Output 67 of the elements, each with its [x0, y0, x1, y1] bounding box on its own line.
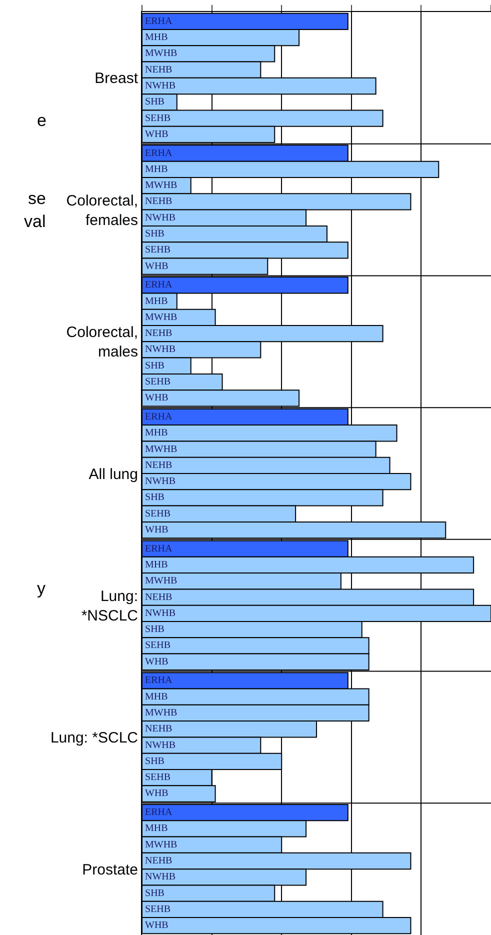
text: WHB [145, 260, 168, 272]
text: NEHB [145, 460, 172, 471]
text: NWHB [145, 740, 176, 751]
text: ERHA [145, 411, 172, 422]
y-tick-label: Breast [94, 70, 139, 88]
text: SHB [145, 96, 164, 108]
text: MHB [145, 296, 168, 307]
y-tick-label: Colorectal, males [66, 324, 138, 361]
text: MWHB [145, 839, 178, 850]
text: SHB [145, 756, 164, 767]
text: NEHB [145, 196, 172, 208]
series-label: SEHB [145, 640, 171, 652]
text: NEHB [145, 592, 172, 603]
series-label: NEHB [145, 328, 173, 340]
text: NWHB [145, 212, 176, 224]
series-label: WHB [145, 524, 169, 536]
series-label: NWHB [145, 608, 176, 619]
text: SHB [145, 492, 164, 504]
text: MWHB [145, 576, 178, 587]
text: MHB [145, 691, 168, 702]
text: SEHB [145, 772, 171, 784]
y-tick-label: All lung [88, 466, 138, 483]
series-label: ERHA [145, 543, 173, 554]
text: NWHB [145, 476, 176, 488]
text: WHB [145, 392, 168, 404]
series-label: MWHB [145, 707, 178, 718]
series-label: MHB [145, 559, 168, 570]
text: SEHB [145, 112, 171, 124]
text: MHB [145, 164, 168, 175]
text: MWHB [145, 312, 178, 323]
text: NWHB [145, 872, 176, 883]
text: SEHB [145, 376, 171, 388]
text: SHB [145, 360, 164, 372]
text: y [37, 579, 46, 598]
text: ERHA [145, 16, 172, 27]
text: e [37, 111, 46, 130]
text: MHB [145, 823, 168, 834]
y-tick-label: Colorectal, females [66, 192, 138, 229]
text: NWHB [145, 80, 176, 92]
text: WHB [145, 656, 168, 668]
text: val [24, 212, 46, 231]
text: SHB [145, 228, 164, 240]
text: MWHB [145, 180, 178, 192]
text: MWHB [145, 444, 178, 455]
y-tick-label: Prostate [82, 861, 138, 878]
text: ERHA [145, 148, 172, 159]
text: ERHA [145, 675, 172, 686]
text: NEHB [145, 64, 172, 76]
y-tick-label: Lung: *SCLC [50, 729, 138, 746]
text: ERHA [145, 280, 172, 291]
text: SHB [145, 888, 164, 899]
text: NWHB [145, 344, 176, 356]
text: MHB [145, 32, 168, 44]
text: SEHB [145, 244, 171, 256]
text: SEHB [145, 508, 171, 520]
text: WHB [145, 920, 168, 932]
text: NEHB [145, 724, 172, 735]
series-label: SHB [145, 624, 165, 636]
text: SEHB [145, 904, 171, 915]
text: se [28, 189, 46, 208]
y-tick-label: Lung: *NSCLC [81, 588, 138, 624]
text: MHB [145, 428, 168, 439]
text: WHB [145, 788, 168, 800]
text: NEHB [145, 855, 172, 866]
text: ERHA [145, 807, 172, 818]
text: WHB [145, 128, 168, 140]
text: MWHB [145, 48, 178, 60]
